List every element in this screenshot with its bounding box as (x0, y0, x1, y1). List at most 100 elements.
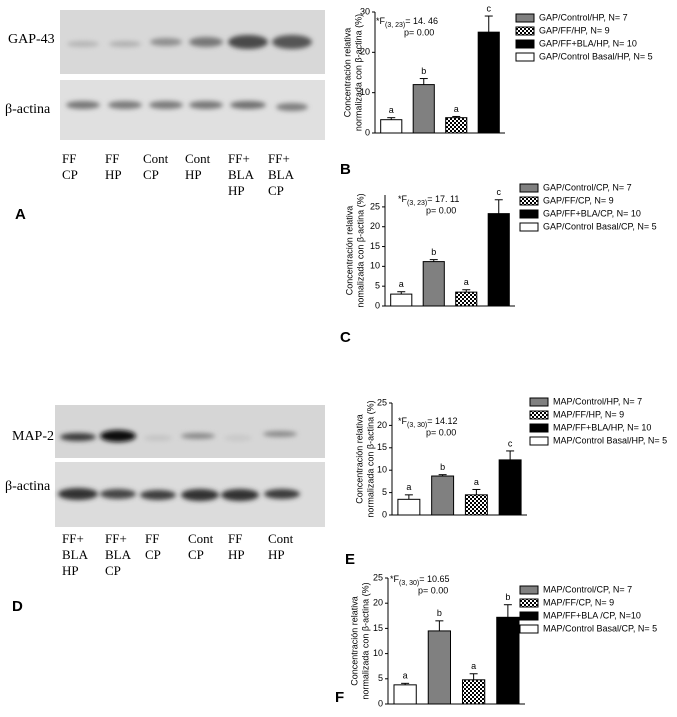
legend-label: MAP/FF/CP, N= 9 (543, 597, 614, 607)
significance-letter: a (406, 482, 411, 492)
stat-part: *F (390, 574, 400, 584)
lane-label: Cont (268, 531, 294, 546)
stat-part: (3, 30) (399, 580, 419, 587)
bar (496, 616, 520, 705)
significance-letter: b (440, 462, 445, 472)
p-value: p= 0.00 (404, 27, 434, 37)
significance-letter: c (508, 438, 513, 448)
lane-label: CP (105, 563, 121, 578)
bar (477, 31, 500, 134)
y-axis-label: normalizada con β-actina (%) (353, 14, 363, 131)
legend-label: GAP/FF+BLA/CP, N= 10 (543, 208, 641, 218)
y-tick-label: 10 (370, 261, 380, 271)
lane-label: HP (268, 547, 285, 562)
panel-letter: B (340, 161, 351, 178)
band-label: β-actina (5, 479, 51, 494)
significance-letter: a (403, 671, 408, 681)
significance-letter: b (431, 247, 436, 257)
y-tick-label: 0 (365, 127, 370, 137)
lane-label: CP (268, 183, 284, 198)
legend-swatch (515, 13, 535, 23)
stat-text: *F(3, 30)= 10.65 (390, 574, 450, 587)
stat-text: *F(3, 23)= 14. 46 (376, 16, 438, 29)
y-tick-label: 20 (360, 47, 370, 57)
significance-letter: b (437, 608, 442, 618)
y-tick-label: 15 (370, 241, 380, 251)
stat-text: *F(3, 23)= 17. 11 (398, 194, 459, 207)
significance-letter: c (487, 3, 492, 13)
bar (412, 84, 435, 134)
y-tick-label: 20 (370, 221, 380, 231)
band-label: GAP-43 (8, 32, 55, 47)
legend-swatch (515, 26, 535, 36)
y-tick-label: 30 (360, 6, 370, 16)
panel-letter: A (15, 206, 26, 223)
stat-part: (3, 30) (407, 422, 427, 429)
legend-label: GAP/FF/CP, N= 9 (543, 195, 614, 205)
lane-label: FF+ (228, 151, 250, 166)
p-value: p= 0.00 (426, 205, 456, 215)
legend-swatch (515, 39, 535, 49)
lane-label: HP (185, 167, 202, 182)
stat-part: = 14. 46 (405, 16, 438, 26)
significance-letter: c (497, 187, 502, 197)
legend-swatch (519, 585, 539, 595)
significance-letter: b (421, 66, 426, 76)
legend-label: MAP/FF+BLA/HP, N= 10 (553, 422, 651, 432)
bar (464, 494, 488, 516)
legend-label: GAP/FF+BLA/HP, N= 10 (539, 38, 637, 48)
lane-label: Cont (185, 151, 211, 166)
y-tick-label: 20 (377, 420, 387, 430)
y-tick-label: 5 (382, 487, 387, 497)
panel-letter: F (335, 689, 344, 706)
legend-label: MAP/Control Basal/HP, N= 5 (553, 435, 667, 445)
y-axis-label: Concentración relativa (354, 414, 364, 504)
lane-label: BLA (268, 167, 295, 182)
y-tick-label: 25 (377, 397, 387, 407)
bar (487, 213, 510, 307)
p-value: p= 0.00 (426, 427, 456, 437)
y-axis-label: Concentración relativa (344, 206, 354, 296)
band-label: β-actina (5, 102, 51, 117)
y-tick-label: 0 (382, 509, 387, 519)
bar (397, 498, 421, 516)
y-tick-label: 0 (375, 300, 380, 310)
legend-swatch (519, 598, 539, 608)
bar (380, 119, 403, 134)
lane-label: FF (62, 151, 76, 166)
bar (390, 293, 413, 307)
p-value: p= 0.00 (418, 585, 448, 595)
blot-a (60, 10, 325, 140)
stat-part: *F (398, 194, 408, 204)
legend-label: MAP/FF+BLA /CP, N=10 (543, 610, 641, 620)
lane-label: Cont (188, 531, 214, 546)
y-tick-label: 15 (377, 442, 387, 452)
y-tick-label: 10 (360, 87, 370, 97)
legend-swatch (529, 423, 549, 433)
legend-swatch (519, 624, 539, 634)
lane-label: HP (228, 547, 245, 562)
lane-label: HP (62, 563, 79, 578)
y-axis-label: Concentración relativa (342, 28, 352, 118)
y-tick-label: 20 (373, 598, 383, 608)
legend-label: MAP/Control/CP, N= 7 (543, 584, 632, 594)
lane-label: Cont (143, 151, 169, 166)
significance-letter: a (464, 277, 469, 287)
lane-label: FF+ (105, 531, 127, 546)
legend-label: MAP/FF/HP, N= 9 (553, 409, 624, 419)
legend-swatch (519, 183, 539, 193)
legend-swatch (529, 397, 549, 407)
lane-label: BLA (228, 167, 255, 182)
bar (461, 679, 486, 705)
panel-letter: E (345, 551, 355, 568)
lane-label: FF+ (62, 531, 84, 546)
stat-part: (3, 23) (407, 200, 427, 207)
y-axis-label: normalizada con β-actina (%) (360, 582, 370, 699)
legend-label: GAP/FF/HP, N= 9 (539, 25, 610, 35)
legend-swatch (519, 611, 539, 621)
lane-label: CP (62, 167, 78, 182)
legend-swatch (529, 410, 549, 420)
legend-swatch (519, 222, 539, 232)
legend-swatch (529, 436, 549, 446)
